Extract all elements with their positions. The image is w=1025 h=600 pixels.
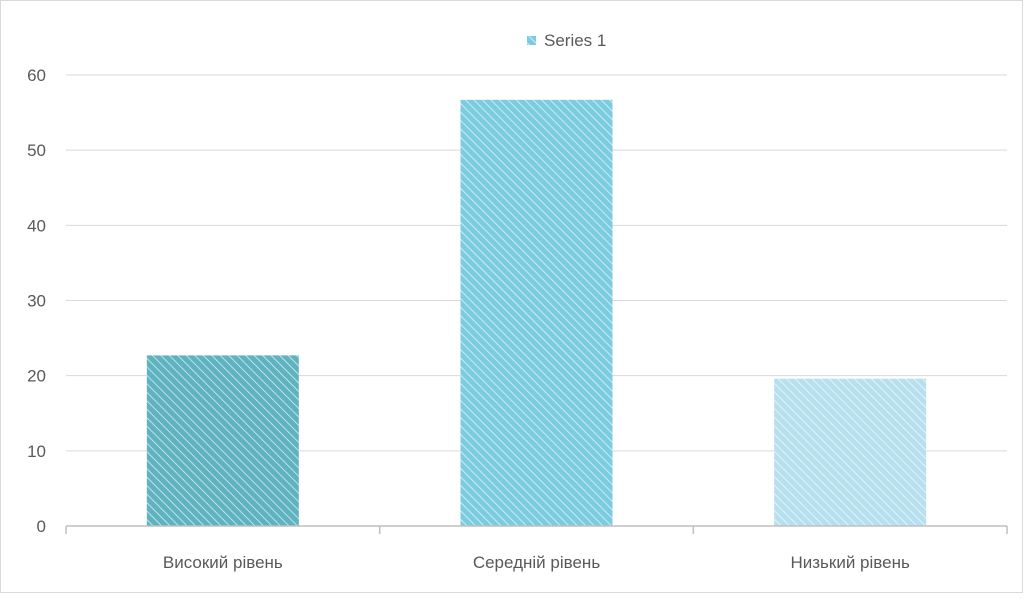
y-tick-label: 0: [37, 517, 46, 536]
bar: [460, 99, 613, 527]
legend: Series 1: [527, 31, 606, 50]
bar: [774, 378, 927, 526]
y-tick-label: 60: [27, 66, 46, 85]
legend-swatch: [527, 36, 536, 45]
y-tick-label: 10: [27, 442, 46, 461]
x-tick-label: Середній рівень: [473, 553, 600, 572]
legend-label: Series 1: [544, 31, 606, 50]
y-axis-ticks: 0 10 20 30 40 50 60: [27, 66, 46, 536]
y-tick-label: 20: [27, 367, 46, 386]
x-axis-labels: Високий рівень Середній рівень Низький рів…: [163, 553, 910, 572]
bar: [146, 355, 299, 526]
x-axis: [65, 525, 1008, 534]
y-tick-label: 40: [27, 216, 46, 235]
y-tick-label: 30: [27, 292, 46, 311]
x-tick-label: Високий рівень: [163, 553, 283, 572]
x-tick-label: Низький рівень: [790, 553, 909, 572]
y-tick-label: 50: [27, 141, 46, 160]
bars: [146, 99, 927, 527]
